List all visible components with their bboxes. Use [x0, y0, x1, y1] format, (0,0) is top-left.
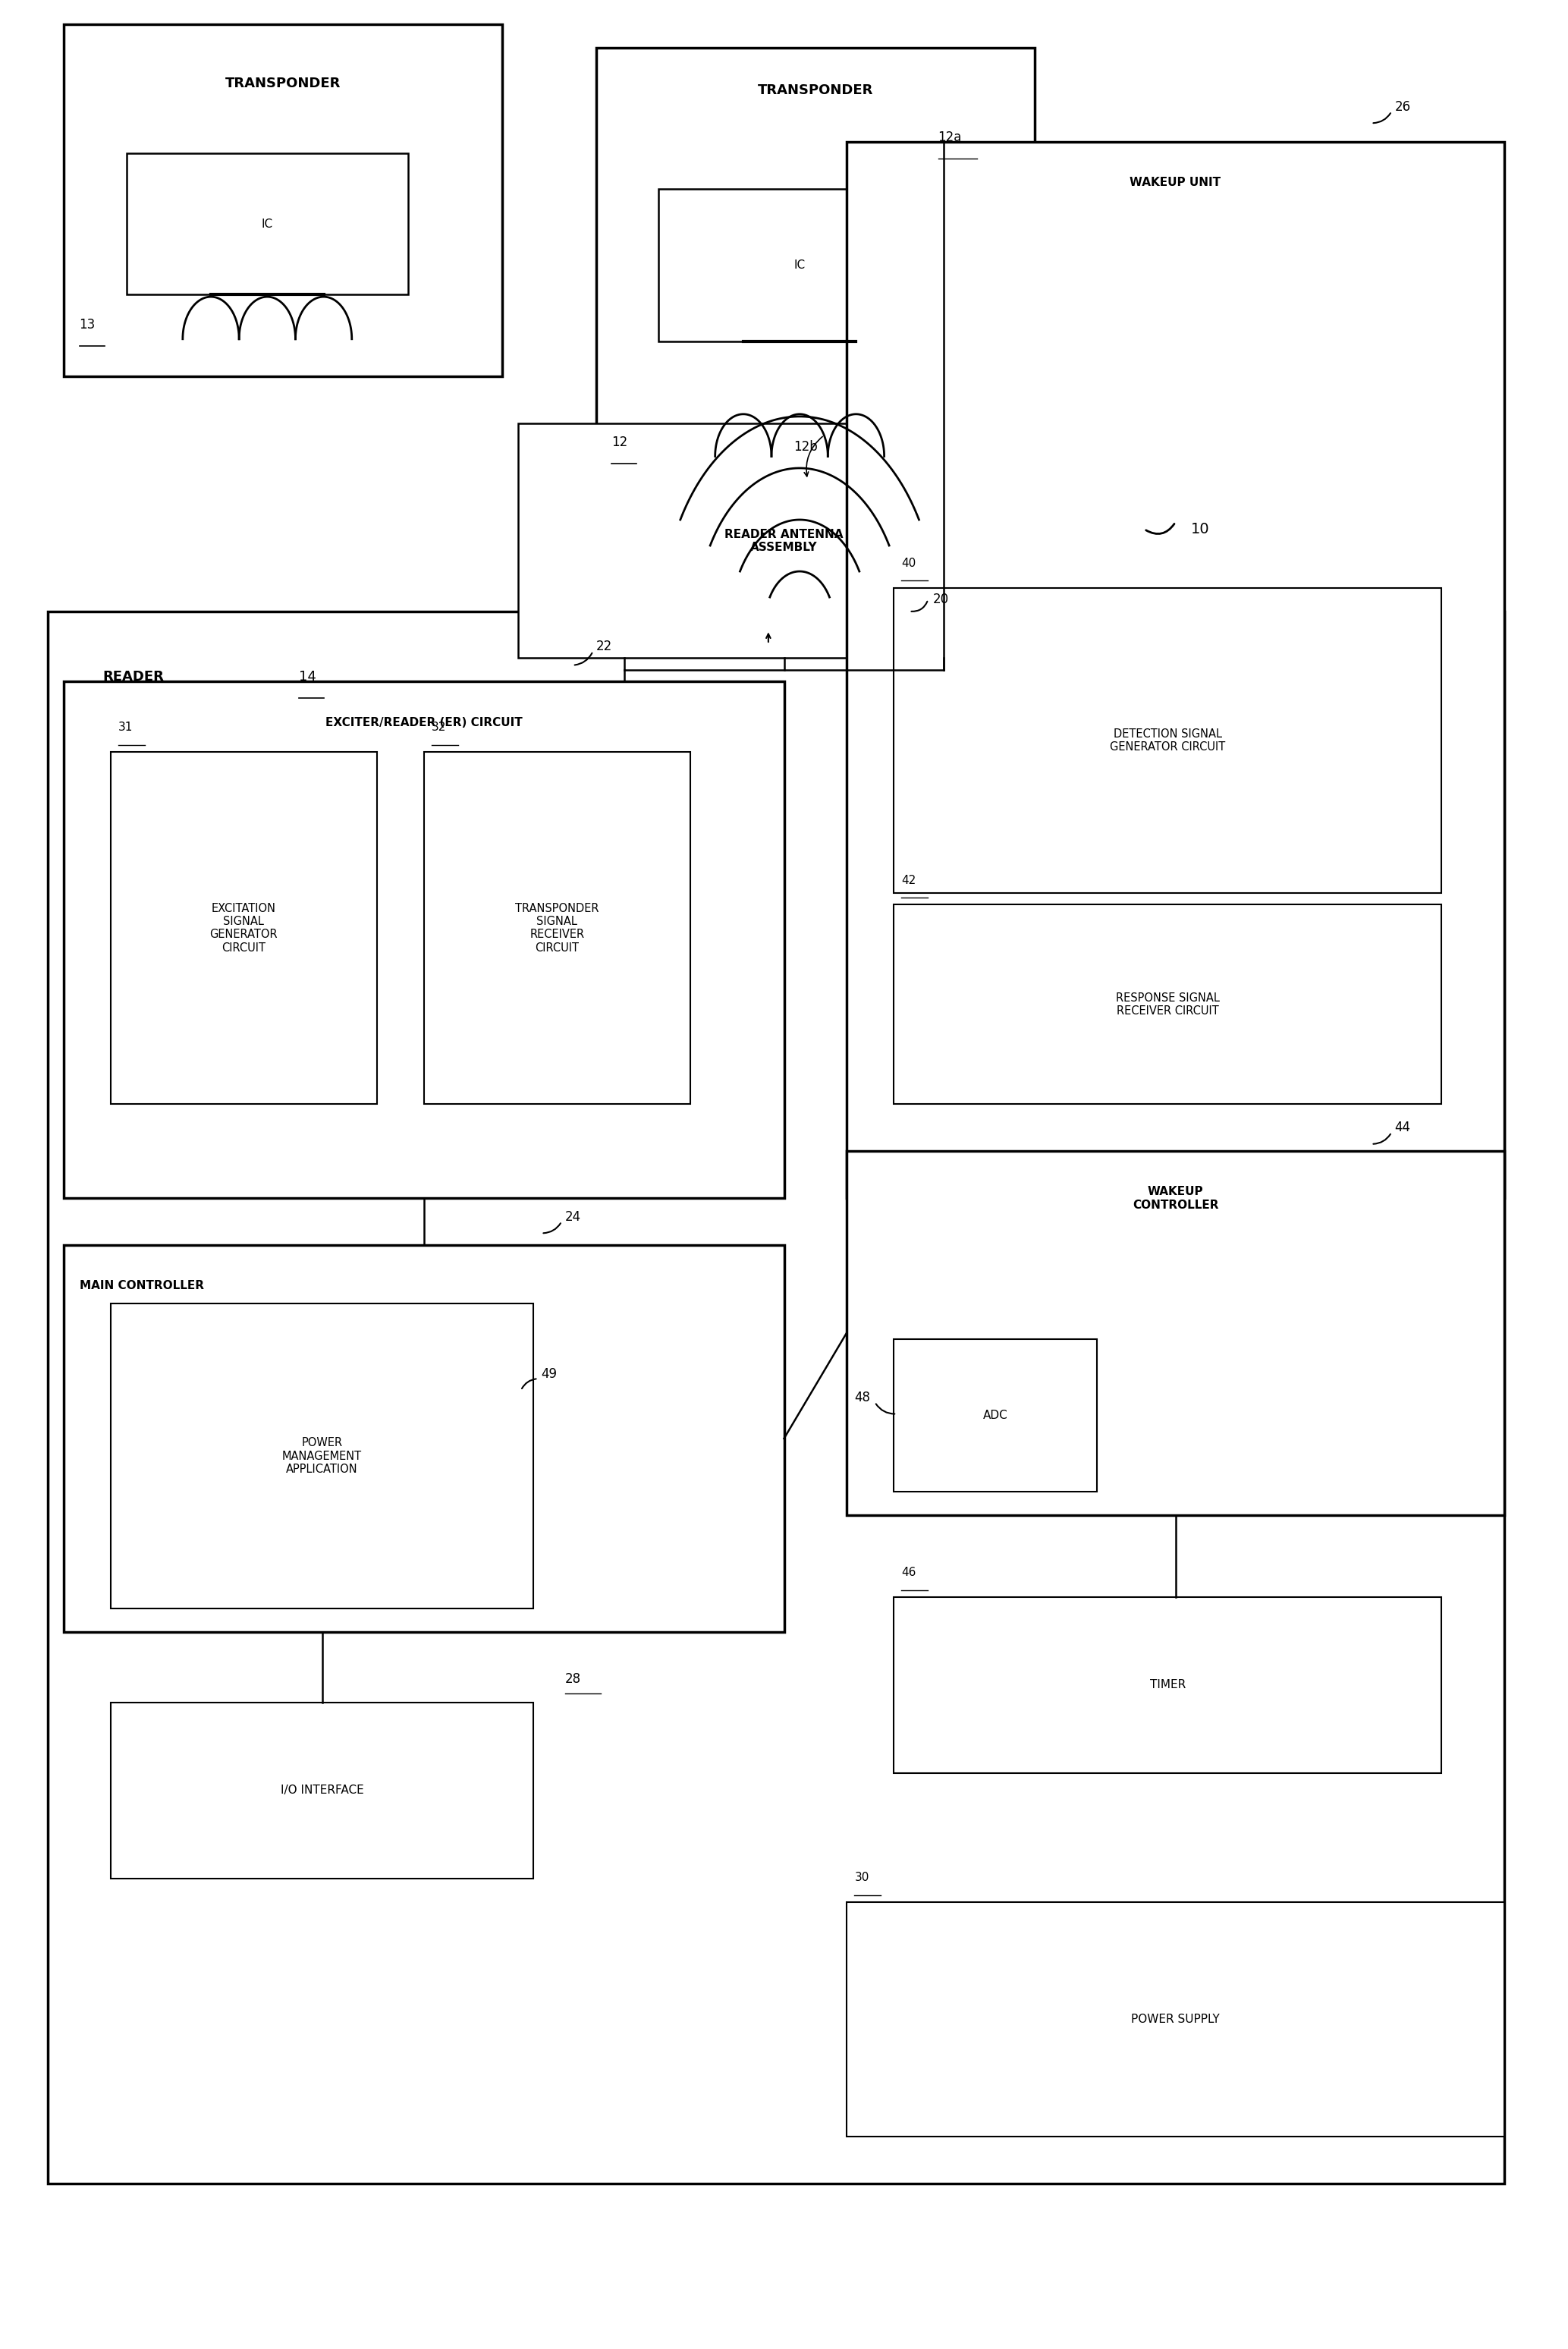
Text: MAIN CONTROLLER: MAIN CONTROLLER [80, 1280, 204, 1292]
Text: READER: READER [103, 669, 165, 684]
Text: I/O INTERFACE: I/O INTERFACE [281, 1785, 364, 1797]
Text: 26: 26 [1394, 101, 1411, 113]
Text: ADC: ADC [983, 1409, 1008, 1421]
Text: 10: 10 [1192, 521, 1210, 536]
Text: EXCITER/READER (ER) CIRCUIT: EXCITER/READER (ER) CIRCUIT [325, 716, 522, 728]
Text: 28: 28 [564, 1672, 580, 1687]
Bar [596, 47, 1035, 493]
Text: 13: 13 [80, 317, 96, 331]
Bar [49, 611, 1504, 2185]
Text: 20: 20 [933, 592, 949, 606]
Text: WAKEUP UNIT: WAKEUP UNIT [1131, 176, 1221, 188]
Bar [847, 141, 1504, 1198]
Bar [894, 587, 1441, 893]
Text: 42: 42 [902, 874, 916, 886]
Text: WAKEUP
CONTROLLER: WAKEUP CONTROLLER [1132, 1186, 1218, 1210]
Text: POWER
MANAGEMENT
APPLICATION: POWER MANAGEMENT APPLICATION [282, 1438, 362, 1475]
Text: 12a: 12a [938, 129, 961, 143]
Text: 40: 40 [902, 557, 916, 568]
Bar [64, 23, 502, 376]
Bar [423, 752, 690, 1104]
Bar [111, 1304, 533, 1609]
Text: TRANSPONDER: TRANSPONDER [226, 78, 340, 89]
Text: 12: 12 [612, 435, 627, 449]
Bar [894, 1339, 1098, 1492]
Bar [111, 1703, 533, 1879]
Bar [894, 1597, 1441, 1773]
Text: EXCITATION
SIGNAL
GENERATOR
CIRCUIT: EXCITATION SIGNAL GENERATOR CIRCUIT [210, 902, 278, 954]
Text: 46: 46 [902, 1567, 916, 1579]
Text: DETECTION SIGNAL
GENERATOR CIRCUIT: DETECTION SIGNAL GENERATOR CIRCUIT [1110, 728, 1225, 752]
Bar [894, 904, 1441, 1104]
Text: 12b: 12b [793, 439, 817, 453]
Bar [111, 752, 376, 1104]
Text: TRANSPONDER
SIGNAL
RECEIVER
CIRCUIT: TRANSPONDER SIGNAL RECEIVER CIRCUIT [514, 902, 599, 954]
Text: 22: 22 [596, 639, 612, 653]
Text: TRANSPONDER: TRANSPONDER [757, 85, 873, 96]
Bar [127, 153, 408, 294]
Text: POWER SUPPLY: POWER SUPPLY [1131, 2013, 1220, 2025]
Text: IC: IC [793, 258, 806, 270]
Text: IC: IC [262, 218, 273, 230]
Text: RESPONSE SIGNAL
RECEIVER CIRCUIT: RESPONSE SIGNAL RECEIVER CIRCUIT [1116, 991, 1220, 1017]
Text: 44: 44 [1394, 1120, 1411, 1135]
Text: 49: 49 [541, 1367, 557, 1381]
Bar [659, 188, 941, 341]
Text: TIMER: TIMER [1149, 1680, 1185, 1691]
Text: 24: 24 [564, 1210, 580, 1224]
Text: 31: 31 [119, 721, 133, 733]
Text: 30: 30 [855, 1872, 869, 1884]
Text: 32: 32 [431, 721, 447, 733]
Bar [64, 681, 784, 1198]
Bar [847, 1903, 1504, 2138]
Text: 14: 14 [298, 669, 315, 684]
Bar [64, 1245, 784, 1633]
Text: READER ANTENNA
ASSEMBLY: READER ANTENNA ASSEMBLY [724, 529, 844, 552]
Text: 48: 48 [855, 1391, 870, 1405]
Bar [847, 1151, 1504, 1515]
Bar [517, 423, 1051, 658]
